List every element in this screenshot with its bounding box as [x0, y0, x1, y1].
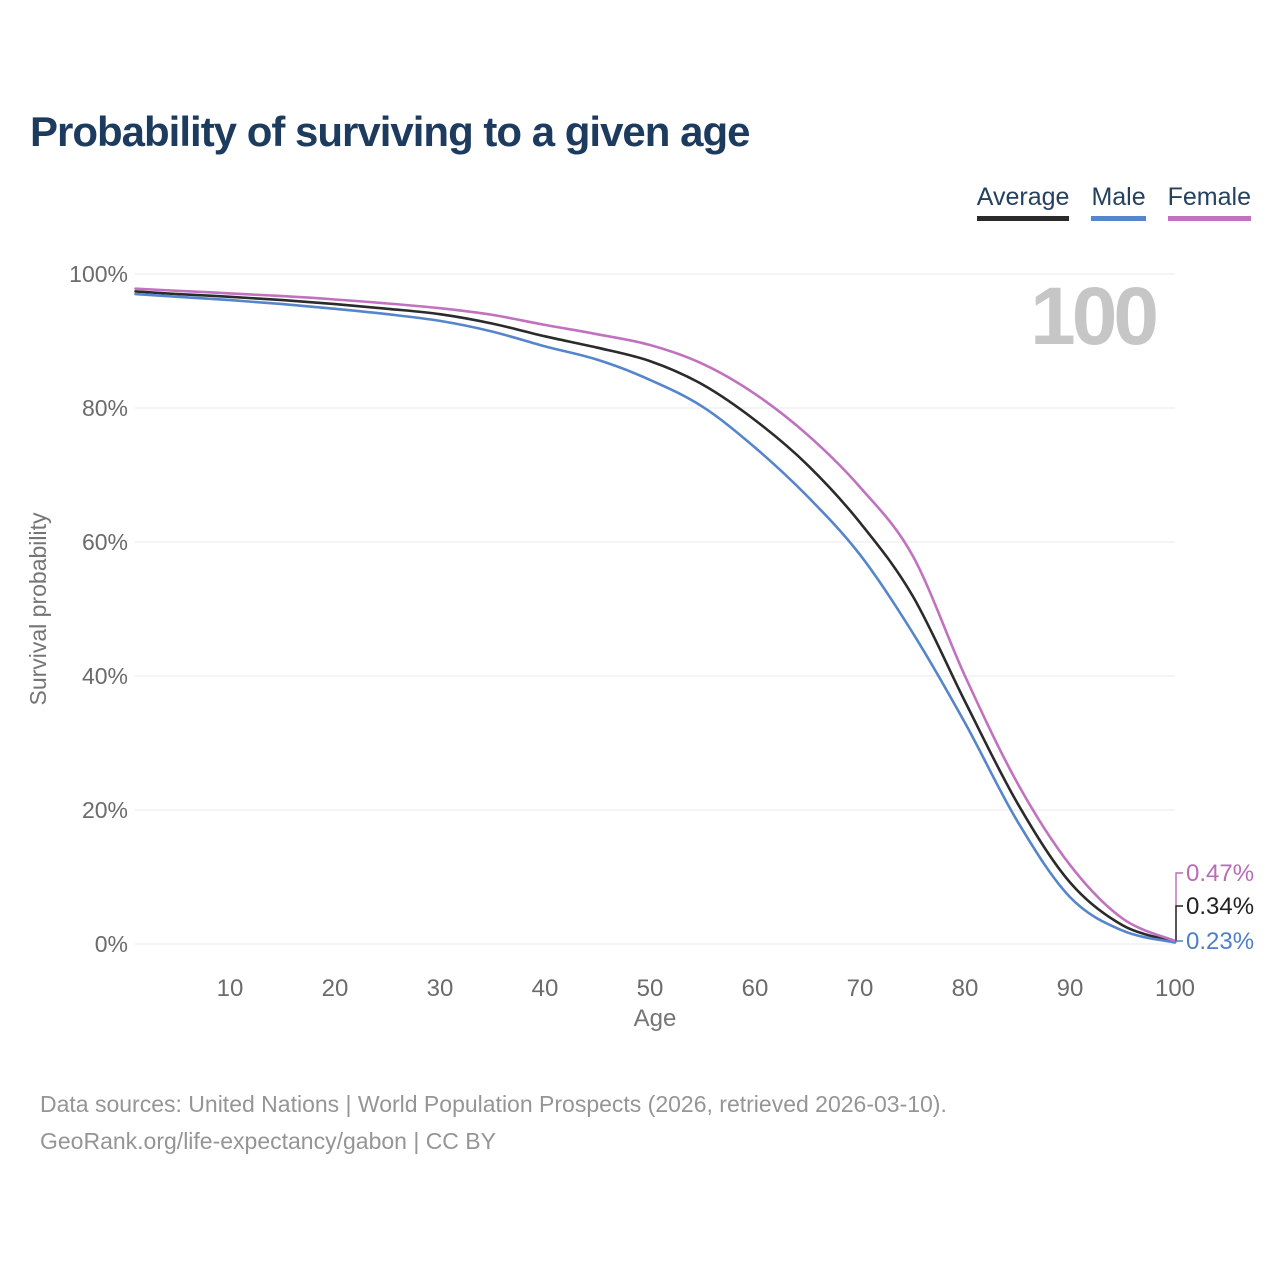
- x-tick-label: 70: [847, 975, 874, 1002]
- footer: Data sources: United Nations | World Pop…: [40, 1086, 947, 1160]
- x-tick-label: 100: [1155, 975, 1195, 1002]
- legend-item-male[interactable]: Male: [1091, 183, 1146, 221]
- legend-item-female[interactable]: Female: [1167, 183, 1251, 221]
- y-tick-label: 60%: [82, 529, 128, 555]
- end-value-label-2: 0.23%: [1186, 928, 1254, 955]
- survival-probability-chart[interactable]: 0% 20% 40% 60% 80% 100% 10 20 30 40 50 60 70 80 90 100 A…: [0, 0, 1280, 1060]
- end-label-connector-2: [1175, 940, 1183, 943]
- footer-data-sources: Data sources: United Nations | World Pop…: [40, 1091, 947, 1117]
- y-tick-label: 0%: [95, 931, 128, 957]
- y-tick-label: 80%: [82, 395, 128, 421]
- legend: Average Male Female: [976, 183, 1251, 221]
- x-tick-label: 50: [637, 975, 664, 1002]
- series-line-average[interactable]: [134, 290, 1177, 943]
- hovered-age-watermark: 100: [1030, 271, 1159, 362]
- x-tick-label: 90: [1057, 975, 1084, 1002]
- series-line-male[interactable]: [134, 292, 1177, 944]
- y-tick-label: 20%: [82, 797, 128, 823]
- page-title: Probability of surviving to a given age: [30, 108, 750, 155]
- end-value-label-1: 0.34%: [1186, 893, 1254, 920]
- x-tick-label: 20: [322, 975, 349, 1002]
- y-axis-title: Survival probability: [25, 512, 51, 706]
- end-label-connector-1: [1175, 905, 1183, 942]
- y-tick-label: 40%: [82, 663, 128, 689]
- legend-item-average[interactable]: Average: [976, 183, 1070, 221]
- series-line-female[interactable]: [134, 287, 1177, 943]
- x-tick-label: 80: [952, 975, 979, 1002]
- footer-attribution: GeoRank.org/life-expectancy/gabon | CC B…: [40, 1128, 496, 1154]
- end-label-connector-0: [1175, 872, 1183, 941]
- y-tick-label: 100%: [69, 261, 128, 287]
- x-axis-title: Age: [634, 1005, 677, 1032]
- x-tick-label: 30: [427, 975, 454, 1002]
- x-tick-label: 40: [532, 975, 559, 1002]
- end-value-label-0: 0.47%: [1186, 860, 1254, 887]
- x-tick-label: 60: [742, 975, 769, 1002]
- x-tick-label: 10: [217, 975, 244, 1002]
